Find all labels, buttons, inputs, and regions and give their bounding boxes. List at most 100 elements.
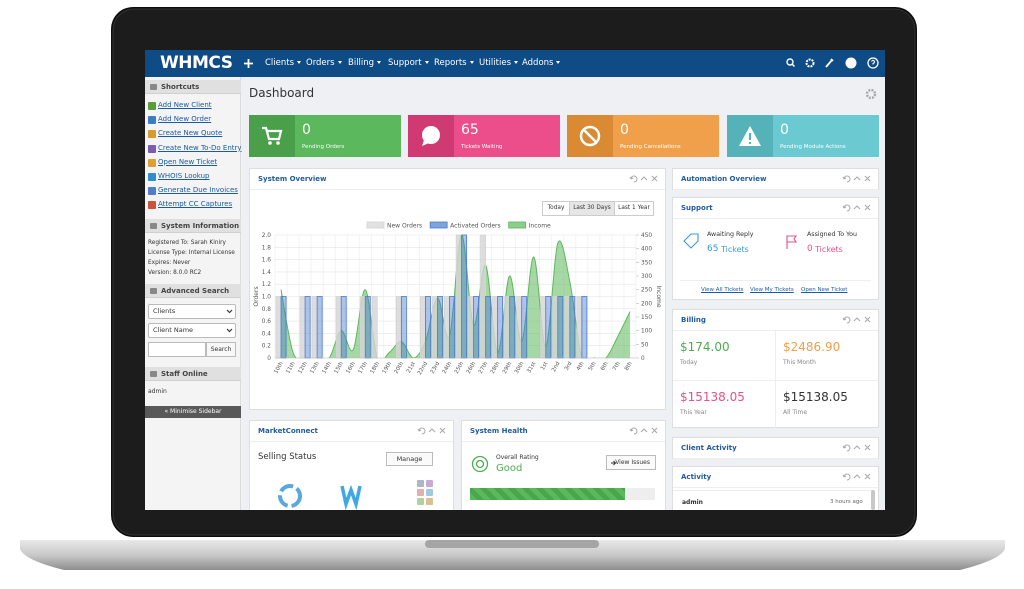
bar [552,296,559,359]
range-button[interactable]: Today [542,201,570,216]
stat-tile[interactable]: 0 Pending Module Actions [727,115,879,157]
shortcut-link[interactable]: Add New Order [158,115,212,124]
bar [299,296,306,359]
page-title: Dashboard [249,86,315,100]
bar [444,296,450,359]
nav-menu-item[interactable]: Billing [348,58,382,68]
chat-icon [422,126,440,144]
dropdown-caret [424,61,429,64]
nav-menu-item[interactable]: Utilities [479,58,518,68]
income-area [281,235,630,358]
shortcut-icon [148,130,156,139]
tile-icon [739,126,761,146]
close-icon [651,175,658,182]
bar [449,296,455,359]
shortcut-icon [148,158,156,167]
wheel [276,141,280,145]
bar [311,296,318,359]
range-button[interactable]: Last 1 Year [614,201,654,216]
system-info-line: Registered To: Sarah Kiniry [148,240,226,246]
x-tick-label: 28th [490,361,502,375]
refresh-icon [629,175,638,183]
stat-tile[interactable]: 65 Tickets Waiting [408,115,560,157]
y2-tick-label: 250 [641,288,652,294]
chat-tail [422,140,429,146]
panel-title[interactable]: Activity [681,473,712,481]
panel-controls [629,427,658,435]
refresh-icon [842,473,851,481]
bar [468,296,474,359]
y2-axis-title: Income [655,285,662,307]
shortcut-link[interactable]: WHOIS Lookup [158,172,210,180]
nav-menu-item[interactable]: Reports [434,58,474,68]
shortcut-link[interactable]: Open New Ticket [158,157,218,166]
panel-title[interactable]: System Overview [258,175,327,183]
panel-controls [842,204,871,212]
stat-tile[interactable]: 0 Pending Cancellations [567,115,719,157]
panel-title[interactable]: Client Activity [681,444,737,452]
y-tick-label: 1.6 [262,258,272,264]
x-tick-label: 25th [454,361,466,375]
shortcut-link[interactable]: Create New To-Do Entry [158,143,242,152]
view-issues-button[interactable]: View Issues [606,455,656,470]
bar [473,296,480,359]
x-tick-label: 14th [321,361,333,375]
ticket-link[interactable]: Open New Ticket [801,287,848,293]
search-select[interactable]: Client Name [148,323,236,338]
awaiting-count[interactable]: 65 [707,244,719,254]
shortcut-link[interactable]: Add New Client [158,101,212,109]
panel: Automation Overview [672,168,879,190]
shortcut-link[interactable]: Attempt CC Captures [158,200,233,209]
nav-menu-item[interactable]: Orders [306,58,342,68]
search-button[interactable]: Search [206,342,236,357]
close-icon [439,427,446,434]
y-axis-title: Orders [253,286,260,306]
bar [485,296,492,359]
search-select[interactable]: Clients [148,304,236,319]
search-input[interactable] [148,342,206,357]
panel-title[interactable]: MarketConnect [258,427,318,435]
bar [456,234,462,359]
brand-logo[interactable]: WHMCS [160,53,233,73]
product-logo [340,484,362,510]
add-button [244,59,253,68]
product-logo-tile [417,480,424,487]
x-tick-label: 1st [540,360,550,371]
minimise-sidebar-button[interactable]: « Minimise Sidebar [145,406,241,418]
x-tick-label: 16th [345,361,357,375]
shortcut-link[interactable]: Generate Due Invoices [158,186,238,195]
chart: 0 0.2 0.4 0.6 0.8 1.0 1.2 1.4 1.6 1.8 2.0 0 50 100 150… [253,221,662,376]
panel-title[interactable]: Support [681,204,713,212]
bar [569,296,576,359]
manage-button[interactable]: Manage [386,452,433,466]
ticket-link[interactable]: View All Tickets [701,287,744,293]
select-chevron [226,309,233,314]
nav-menu-item[interactable]: Support [388,58,429,68]
panel-header [673,310,878,331]
shortcut-link[interactable]: Create New Quote [158,129,223,138]
dropdown-caret [469,61,474,64]
range-button[interactable]: Last 30 Days [569,201,615,216]
nav-icons [786,57,879,69]
divider [673,490,873,491]
panel-title[interactable]: Billing [681,316,706,324]
nav-menu-item[interactable]: Clients [265,58,302,68]
awaiting-icon [683,233,699,249]
nav-menu-item[interactable]: Addons [522,58,561,68]
billing-period: All Time [783,409,808,416]
bar [431,296,438,359]
panel-controls [842,175,871,183]
help-icon [867,57,879,69]
heading-icon [150,84,157,90]
y-tick-label: 1.8 [262,245,272,251]
assigned-count[interactable]: 0 [807,244,813,254]
ticket-link[interactable]: View My Tickets [750,287,794,293]
x-tick-label: 18th [369,361,381,375]
bar [504,296,511,359]
panel-title[interactable]: Automation Overview [681,175,767,183]
panel-title[interactable]: System Health [470,427,528,435]
panel-header [673,198,878,219]
legend-swatch [366,221,385,229]
product-logo-tile [426,480,433,487]
stat-tile[interactable]: 0 Pending Orders [249,115,401,157]
